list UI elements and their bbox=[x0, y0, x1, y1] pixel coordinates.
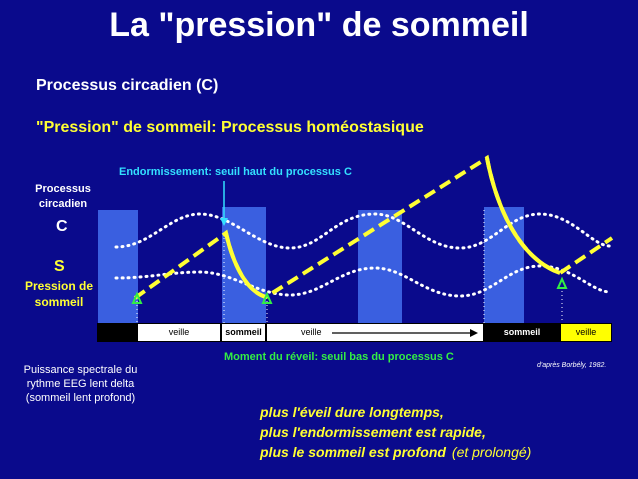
threshold-marker-1 bbox=[131, 291, 143, 304]
conclusion-line-3-extra: (et prolongé) bbox=[451, 444, 532, 460]
timeline-veille-2: veille bbox=[266, 323, 484, 342]
process-s-decay-2 bbox=[485, 157, 561, 275]
conclusion-line-3-main: plus le sommeil est profond bbox=[260, 444, 446, 460]
borbely-citation: d'après Borbély, 1982. bbox=[537, 362, 607, 369]
sleep-band-2 bbox=[222, 207, 266, 323]
sleep-band-3 bbox=[358, 210, 402, 323]
processus-circadien-label: Processus circadien bbox=[35, 183, 91, 210]
conclusion-line-1: plus l'éveil dure longtemps, bbox=[260, 404, 444, 420]
legend-circadian: Processus circadien (C) bbox=[36, 77, 219, 94]
reveil-label: Moment du réveil: seuil bas du processus… bbox=[224, 351, 454, 363]
process-s-decay-1 bbox=[224, 232, 267, 299]
conclusion-line-2: plus l'endormissement est rapide, bbox=[260, 424, 486, 440]
sleep-band-4 bbox=[484, 207, 524, 323]
c-label: C bbox=[56, 218, 68, 235]
timeline-veille-1: veille bbox=[137, 323, 221, 342]
threshold-marker-2 bbox=[261, 291, 273, 304]
timeline-segment-night-start bbox=[97, 323, 137, 342]
endormissement-arrow-head bbox=[220, 218, 228, 226]
circadian-upper-curve bbox=[114, 212, 612, 250]
timeline-veille-3: veille bbox=[560, 323, 612, 342]
legend-homeostatic: "Pression" de sommeil: Processus homéost… bbox=[36, 119, 424, 136]
slide-title: La "pression" de sommeil bbox=[109, 6, 529, 44]
pression-de-sommeil-label: Pression de sommeil bbox=[24, 279, 94, 309]
timeline-sommeil-2: sommeil bbox=[484, 323, 560, 342]
endormissement-label: Endormissement: seuil haut du processus … bbox=[119, 166, 352, 178]
threshold-marker-3 bbox=[556, 276, 568, 289]
timeline-sommeil-1: sommeil bbox=[221, 323, 266, 342]
s-label: S bbox=[54, 258, 65, 275]
circadian-lower-curve bbox=[114, 264, 612, 298]
conclusion-line-3: plus le sommeil est profond (et prolongé) bbox=[260, 444, 531, 460]
sleep-band-1 bbox=[98, 210, 138, 323]
puissance-spectrale-label: Puissance spectrale du rythme EEG lent d… bbox=[23, 364, 138, 404]
